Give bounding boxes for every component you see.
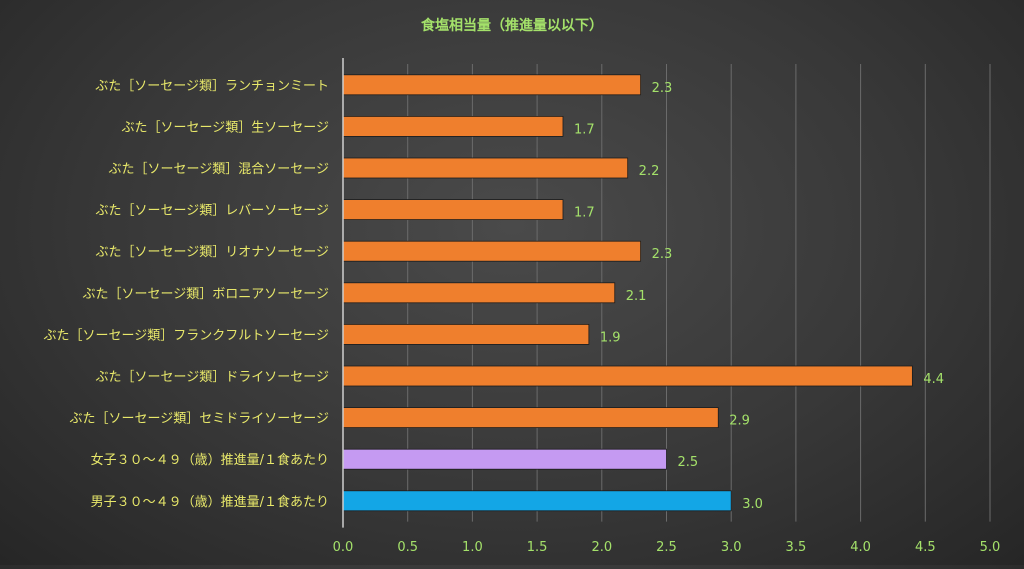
bar [342,240,642,262]
data-label: 2.9 [729,414,750,429]
data-label: 3.0 [742,497,763,512]
data-label: 1.7 [574,122,595,137]
data-label: 2.3 [652,81,673,96]
bar [342,323,590,345]
data-label: 2.3 [652,247,673,262]
category-label: ぶた［ソーセージ類］フランクフルトソーセージ [44,328,329,343]
x-tick-label: 0.0 [333,540,354,555]
data-label: 2.5 [678,455,699,470]
data-label: 2.2 [639,164,660,179]
bar [342,199,564,221]
bar [342,407,719,429]
data-label: 2.1 [626,289,647,304]
chart-title: 食塩相当量（推進量以以下） [421,17,603,34]
category-label: ぶた［ソーセージ類］ボロニアソーセージ [83,287,329,302]
bar [342,116,564,137]
category-label: ぶた［ソーセージ類］生ソーセージ [122,120,329,135]
category-label: ぶた［ソーセージ類］ドライソーセージ [96,370,329,385]
category-label: ぶた［ソーセージ類］混合ソーセージ [109,162,329,177]
bars [342,74,913,512]
bar [342,448,667,470]
x-tick-label: 1.0 [462,540,483,555]
labels: 0.0 0.5 1.0 1.5 2.0 2.5 3.0 3.5 4.0 4.5 5.0 ぶた［ソーセー… [44,79,1001,555]
category-label: ぶた［ソーセージ類］ランチョンミート [95,79,329,94]
x-tick-label: 2.5 [656,540,677,555]
bar [342,282,616,304]
bar [342,365,913,387]
data-label: 1.9 [600,330,621,345]
category-label: ぶた［ソーセージ類］リオナソーセージ [96,245,329,260]
x-tick-label: 4.0 [850,540,871,555]
category-label: 女子３０～４９（歳）推進量/１食あたり [91,452,329,468]
data-label: 4.4 [923,372,944,387]
x-tick-label: 1.5 [527,540,548,555]
x-tick-label: 3.0 [721,540,742,555]
data-label: 1.7 [574,206,595,221]
bar [342,157,629,179]
x-tick-label: 0.5 [397,540,418,555]
x-tick-label: 4.5 [915,540,936,555]
category-label: ぶた［ソーセージ類］セミドライソーセージ [70,412,329,427]
grid-lines [407,64,991,522]
x-tick-label: 3.5 [786,540,807,555]
x-tick-label: 5.0 [980,540,1001,555]
bar [342,490,732,512]
category-label: 男子３０～４９（歳）推進量/１食あたり [91,494,329,510]
x-tick-label: 2.0 [591,540,612,555]
category-label: ぶた［ソーセージ類］レバーソーセージ [96,204,329,219]
bar [342,74,642,96]
